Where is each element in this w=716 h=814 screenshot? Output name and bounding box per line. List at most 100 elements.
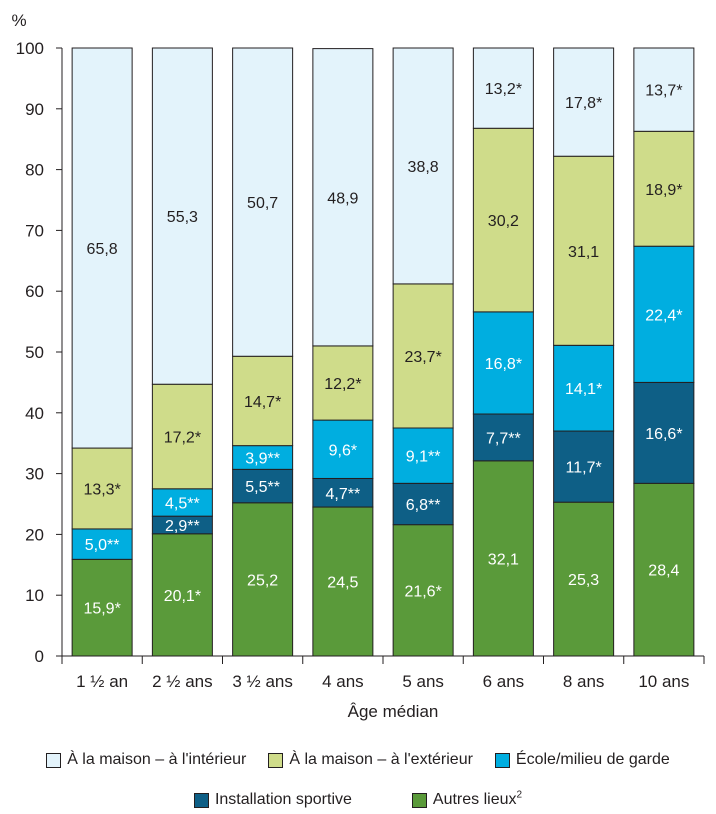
- bar-segment: [553, 430, 615, 503]
- y-tick-label: 70: [25, 221, 44, 240]
- legend-label: À la maison – à l'extérieur: [289, 751, 473, 768]
- bar-data-label: 21,6*: [404, 583, 441, 600]
- bar-segment: [633, 381, 695, 484]
- bar-segment: [71, 47, 133, 449]
- bar-data-label: 9,1**: [406, 449, 441, 466]
- y-tick-label: 30: [25, 465, 44, 484]
- y-tick-label: 50: [25, 343, 44, 362]
- x-tick-label: 3 ½ ans: [232, 672, 293, 691]
- y-tick-label: 20: [25, 525, 44, 544]
- bar-data-label: 9,6*: [329, 442, 357, 459]
- bar-segment: [633, 482, 695, 657]
- bar-segment: [232, 355, 294, 447]
- bar-data-label: 7,7**: [486, 430, 521, 447]
- bar-segment: [472, 47, 534, 129]
- y-tick-label: 10: [25, 586, 44, 605]
- bar-data-label: 25,2: [247, 572, 278, 589]
- bar-segment: [71, 558, 133, 657]
- bar-segment: [553, 47, 615, 157]
- bar-data-label: 48,9: [327, 190, 358, 207]
- bar-data-label: 4,5**: [165, 495, 200, 512]
- bar-data-label: 6,8**: [406, 497, 441, 514]
- bar-segment: [312, 506, 374, 657]
- y-tick-label: 100: [16, 39, 44, 58]
- bar-data-label: 13,3*: [83, 481, 120, 498]
- bar-segment: [312, 345, 374, 421]
- bar-data-label: 15,9*: [83, 601, 120, 618]
- bar-data-label: 28,4: [648, 563, 679, 580]
- x-tick-label: 5 ans: [402, 672, 444, 691]
- legend-row-1: À la maison – à l'intérieur À la maison –…: [0, 751, 716, 769]
- bar-data-label: 30,2: [488, 213, 519, 230]
- bar-data-label: 65,8: [87, 241, 118, 258]
- bar-data-label: 32,1: [488, 551, 519, 568]
- x-tick-label: 1 ½ an: [76, 672, 128, 691]
- bar-segment: [553, 501, 615, 657]
- bar-data-label: 38,8: [408, 159, 439, 176]
- legend-swatch: [193, 792, 209, 808]
- legend-label: À la maison – à l'intérieur: [67, 751, 247, 768]
- bar-data-label: 22,4*: [645, 307, 682, 324]
- bar-segment: [312, 419, 374, 479]
- bar-segment: [151, 383, 213, 490]
- bar-data-label: 13,7*: [645, 83, 682, 100]
- legend-label: École/milieu de garde: [515, 751, 670, 768]
- bar-data-label: 23,7*: [404, 349, 441, 366]
- bar-data-label: 18,9*: [645, 182, 682, 199]
- bar-data-label: 20,1*: [164, 588, 201, 605]
- bar-segment: [232, 47, 294, 357]
- bar-data-label: 3,9**: [245, 450, 280, 467]
- bar-data-label: 5,0**: [85, 537, 120, 554]
- bar-data-label: 16,6*: [645, 426, 682, 443]
- y-tick-label: 40: [25, 404, 44, 423]
- legend-swatch: [268, 752, 284, 768]
- bar-data-label: 2,9**: [165, 518, 200, 535]
- bar-segment: [553, 155, 615, 346]
- bar-segment: [71, 447, 133, 530]
- legend-item: École/milieu de garde: [494, 751, 670, 769]
- legend-swatch: [494, 752, 510, 768]
- bar-data-label: 13,2*: [485, 81, 522, 98]
- bar-segment: [232, 468, 294, 504]
- bar-segment: [312, 48, 374, 347]
- bar-data-label: 24,5: [327, 575, 358, 592]
- bar-data-label: 16,8*: [485, 356, 522, 373]
- x-tick-label: 8 ans: [563, 672, 605, 691]
- bar-data-label: 12,2*: [324, 376, 361, 393]
- legend-swatch: [46, 752, 62, 768]
- bar-data-label: 4,7**: [326, 486, 361, 503]
- legend-label: Installation sportive: [214, 791, 352, 808]
- bar-data-label: 11,7*: [566, 460, 602, 477]
- bar-data-label: 31,1: [568, 244, 599, 261]
- bar-segment: [472, 460, 534, 657]
- bar-data-label: 55,3: [167, 209, 198, 226]
- legend-label: Autres lieux2: [432, 789, 523, 808]
- bar-segment: [633, 130, 695, 247]
- legend-item: À la maison – à l'extérieur: [268, 751, 473, 769]
- legend-footnote-marker: 2: [516, 789, 523, 801]
- bar-segment: [633, 245, 695, 383]
- x-tick-label: 4 ans: [322, 672, 364, 691]
- legend-item: Autres lieux2: [411, 789, 523, 809]
- bar-segment: [151, 47, 213, 385]
- bar-segment: [392, 482, 454, 526]
- bar-segment: [392, 283, 454, 429]
- bar-segment: [151, 533, 213, 657]
- bar-segment: [392, 427, 454, 484]
- bar-segment: [232, 502, 294, 657]
- bar-segment: [472, 311, 534, 415]
- bar-data-label: 5,5**: [245, 479, 280, 496]
- bar-data-label: 50,7: [247, 195, 278, 212]
- bar-segment: [312, 477, 374, 508]
- bar-data-label: 14,7*: [244, 394, 281, 411]
- y-tick-label: 80: [25, 161, 44, 180]
- y-tick-label: 90: [25, 100, 44, 119]
- x-tick-label: 2 ½ ans: [152, 672, 213, 691]
- legend-swatch: [411, 792, 427, 808]
- legend-row-2: Installation sportive Autres lieux2: [0, 789, 716, 809]
- x-axis-label: Âge médian: [348, 702, 439, 721]
- bar-data-label: 17,2*: [164, 430, 201, 447]
- bar-data-label: 17,8*: [565, 95, 602, 112]
- y-tick-label: 0: [35, 647, 44, 666]
- bar-segment: [392, 524, 454, 657]
